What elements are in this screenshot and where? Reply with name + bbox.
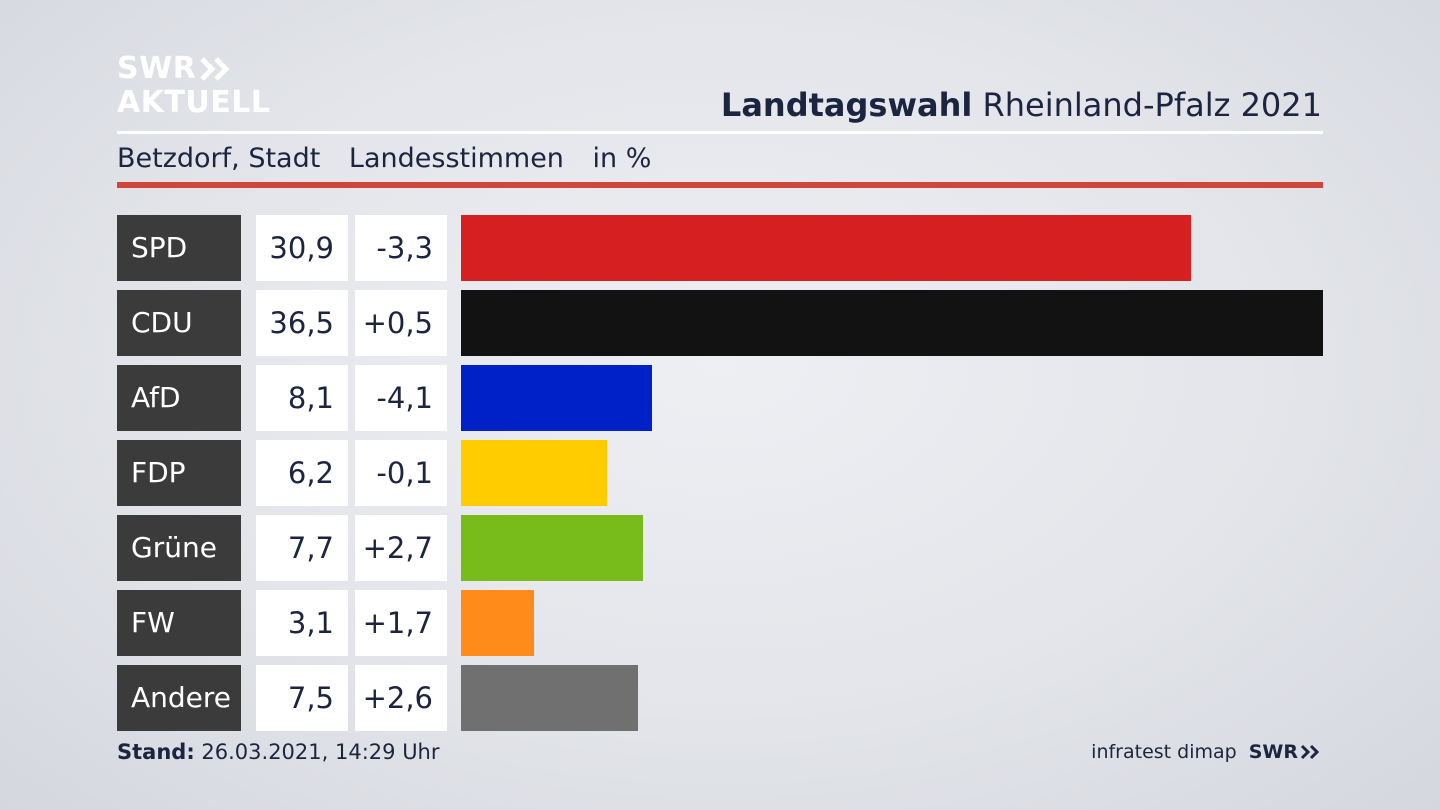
- accent-divider: [117, 182, 1323, 188]
- vote-change-value: +1,7: [355, 590, 447, 656]
- footer-brand-label: SWR: [1248, 741, 1298, 763]
- party-label: SPD: [117, 215, 241, 281]
- measure-label: Landesstimmen: [348, 143, 564, 174]
- party-row: SPD 30,9 -3,3: [117, 215, 1323, 281]
- vote-share-value: 7,5: [256, 665, 348, 731]
- vote-change-value: +2,6: [355, 665, 447, 731]
- title-bold: Landtagswahl: [720, 86, 973, 124]
- logo-line2: AKTUELL: [117, 85, 271, 120]
- stand-value: 26.03.2021, 14:29 Uhr: [201, 740, 440, 764]
- party-row: Andere 7,5 +2,6: [117, 665, 1323, 731]
- vote-share-bar: [461, 440, 607, 506]
- vote-change-value: +0,5: [355, 290, 447, 356]
- vote-share-value: 3,1: [256, 590, 348, 656]
- party-label: FDP: [117, 440, 241, 506]
- vote-share-bar: [461, 665, 638, 731]
- subtitle: Betzdorf, Stadt Landesstimmen in %: [117, 143, 671, 174]
- party-label: CDU: [117, 290, 241, 356]
- footer-brand: SWR: [1249, 741, 1322, 763]
- vote-change-value: -3,3: [355, 215, 447, 281]
- vote-share-bar: [461, 515, 643, 581]
- party-label: FW: [117, 590, 241, 656]
- vote-share-value: 36,5: [256, 290, 348, 356]
- chevrons-icon: [200, 57, 230, 81]
- party-row: AfD 8,1 -4,1: [117, 365, 1323, 431]
- vote-share-value: 30,9: [256, 215, 348, 281]
- party-row: FW 3,1 +1,7: [117, 590, 1323, 656]
- header-divider: [117, 131, 1323, 134]
- vote-share-bar: [461, 365, 652, 431]
- vote-share-value: 6,2: [256, 440, 348, 506]
- timestamp: Stand: 26.03.2021, 14:29 Uhr: [117, 740, 440, 764]
- vote-share-value: 8,1: [256, 365, 348, 431]
- source-credit: infratest dimap SWR: [1091, 741, 1322, 763]
- unit-label: in %: [592, 143, 652, 174]
- party-row: Grüne 7,7 +2,7: [117, 515, 1323, 581]
- title-rest: Rheinland-Pfalz 2021: [982, 86, 1322, 124]
- page-title: Landtagswahl Rheinland-Pfalz 2021: [721, 86, 1322, 124]
- vote-share-bar: [461, 215, 1191, 281]
- vote-share-bar: [461, 290, 1323, 356]
- vote-change-value: -4,1: [355, 365, 447, 431]
- party-row: FDP 6,2 -0,1: [117, 440, 1323, 506]
- party-label: AfD: [117, 365, 241, 431]
- party-label: Andere: [117, 665, 241, 731]
- source-label: infratest dimap: [1091, 741, 1237, 763]
- vote-share-value: 7,7: [256, 515, 348, 581]
- location-label: Betzdorf, Stadt: [117, 143, 321, 174]
- swr-aktuell-logo: SWR AKTUELL: [117, 54, 271, 118]
- party-row: CDU 36,5 +0,5: [117, 290, 1323, 356]
- vote-share-bar: [461, 590, 534, 656]
- party-label: Grüne: [117, 515, 241, 581]
- stand-label: Stand:: [117, 740, 195, 764]
- logo-line1: SWR: [117, 51, 197, 86]
- vote-change-value: -0,1: [355, 440, 447, 506]
- chevrons-icon: [1300, 744, 1320, 760]
- vote-change-value: +2,7: [355, 515, 447, 581]
